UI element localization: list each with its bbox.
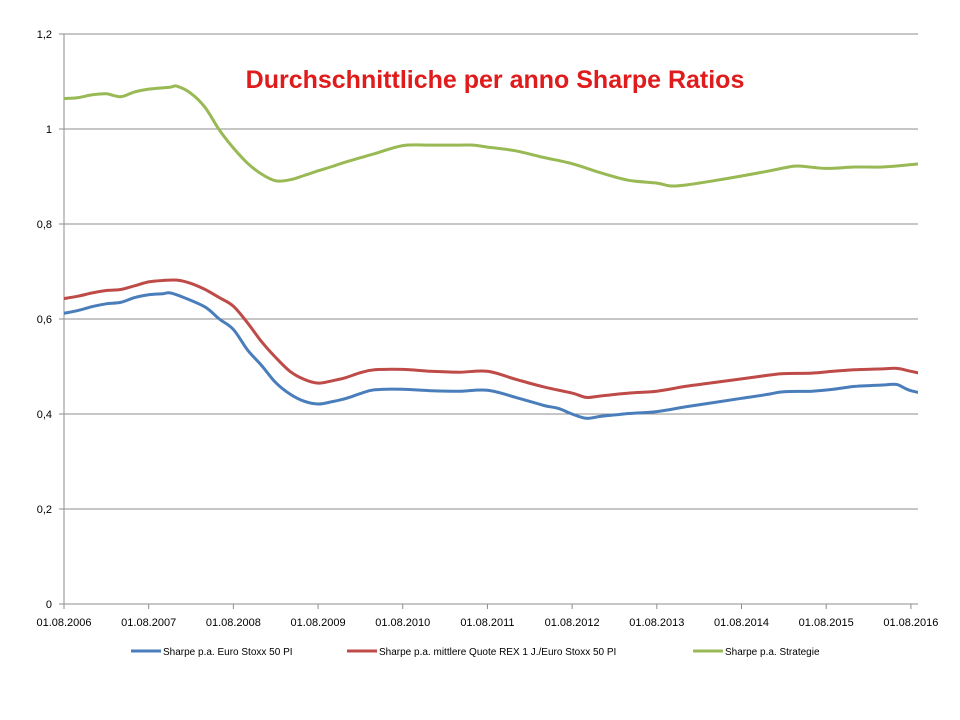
series-line-3 <box>64 84 918 188</box>
legend: Sharpe p.a. Euro Stoxx 50 PI Sharpe p.a. … <box>131 647 820 658</box>
y-tick-label: 1,2 <box>37 29 52 41</box>
x-tick-label: 01.08.2016 <box>883 617 938 629</box>
gridlines <box>64 33 918 510</box>
x-tick-label: 01.08.2007 <box>121 617 176 629</box>
x-tick-label: 01.08.2006 <box>36 617 91 629</box>
y-tick-label: 0,8 <box>37 219 52 231</box>
series-lines <box>64 84 918 420</box>
y-tick-label: 0 <box>46 599 52 611</box>
y-tick-label: 0,6 <box>37 314 52 326</box>
x-tick-label: 01.08.2013 <box>629 617 684 629</box>
legend-label-3: Sharpe p.a. Strategie <box>725 647 820 658</box>
series-line-1 <box>64 291 918 420</box>
x-tick-label: 01.08.2014 <box>714 617 769 629</box>
chart-title: Durchschnittliche per anno Sharpe Ratios <box>246 66 745 94</box>
x-tick-label: 01.08.2012 <box>545 617 600 629</box>
x-axis-ticks: 01.08.2006 01.08.2007 01.08.2008 01.08.2009… <box>36 617 938 629</box>
y-axis-ticks: 0 0,2 0,4 0,6 0,8 1 1,2 <box>37 29 52 611</box>
y-tick-label: 0,4 <box>37 409 52 421</box>
x-tick-label: 01.08.2011 <box>460 617 514 629</box>
legend-label-1: Sharpe p.a. Euro Stoxx 50 PI <box>163 647 293 658</box>
series-line-2 <box>64 278 918 400</box>
y-tick-label: 1 <box>46 124 52 136</box>
x-tick-label: 01.08.2009 <box>291 617 346 629</box>
x-tick-label: 01.08.2015 <box>799 617 854 629</box>
x-tick-label: 01.08.2010 <box>375 617 430 629</box>
x-tick-label: 01.08.2008 <box>206 617 261 629</box>
legend-label-2: Sharpe p.a. mittlere Quote REX 1 J./Euro… <box>379 647 616 658</box>
y-tick-label: 0,2 <box>37 504 52 516</box>
axes <box>59 33 918 609</box>
